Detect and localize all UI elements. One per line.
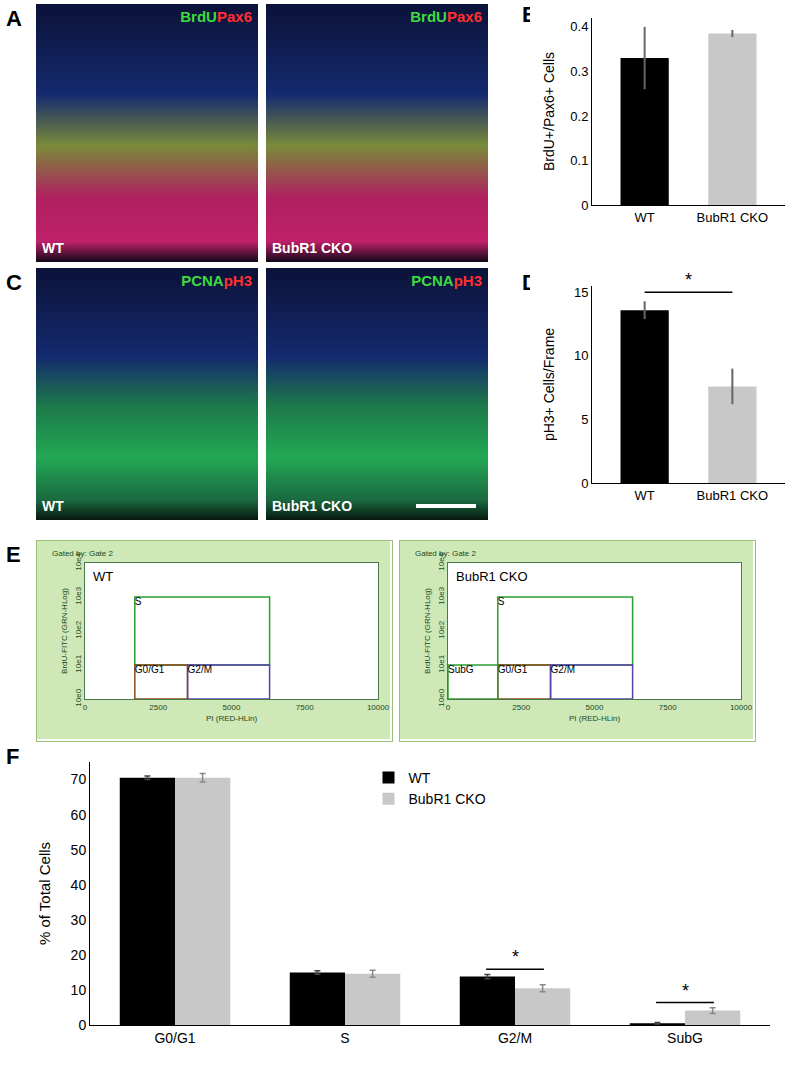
svg-text:15: 15 — [574, 285, 588, 300]
html-text:PCNA pH3: PCNA pH3 — [411, 272, 482, 289]
svg-text:BubR1 CKO: BubR1 CKO — [697, 488, 769, 503]
svg-text:0: 0 — [581, 476, 588, 491]
svg-text:0.4: 0.4 — [570, 19, 588, 34]
svg-text:10e3: 10e3 — [74, 586, 83, 604]
svg-text:WT: WT — [409, 770, 431, 786]
svg-text:10e1: 10e1 — [437, 654, 446, 672]
svg-text:0: 0 — [83, 703, 88, 712]
svg-text:*: * — [682, 981, 689, 1001]
svg-text:WT: WT — [635, 210, 655, 225]
svg-text:5: 5 — [581, 412, 588, 427]
svg-text:10000: 10000 — [730, 703, 753, 712]
svg-text:7500: 7500 — [296, 703, 314, 712]
svg-text:G0/G1: G0/G1 — [498, 664, 528, 675]
svg-text:20: 20 — [71, 947, 87, 963]
svg-text:*: * — [685, 270, 692, 290]
svg-text:50: 50 — [71, 842, 87, 858]
html-text:BrdU Pax6: BrdU Pax6 — [410, 8, 482, 25]
html-text:BubR1 CKO: BubR1 CKO — [272, 498, 353, 514]
svg-text:0: 0 — [78, 1017, 86, 1033]
svg-text:0.1: 0.1 — [570, 153, 588, 168]
svg-text:BrdU-FITC (GRN-HLog): BrdU-FITC (GRN-HLog) — [423, 588, 432, 674]
svg-text:10e4: 10e4 — [437, 552, 446, 570]
svg-text:60: 60 — [71, 807, 87, 823]
svg-text:WT: WT — [635, 488, 655, 503]
svg-text:0: 0 — [581, 198, 588, 213]
svg-text:G0/G1: G0/G1 — [135, 664, 165, 675]
svg-text:S: S — [135, 596, 142, 607]
svg-text:G2/M: G2/M — [551, 664, 575, 675]
svg-text:10: 10 — [574, 348, 588, 363]
html-text:B: B — [522, 2, 538, 27]
svg-text:0.2: 0.2 — [570, 109, 588, 124]
svg-text:SubG: SubG — [448, 664, 474, 675]
html-text:E: E — [6, 542, 21, 567]
svg-text:10e0: 10e0 — [74, 688, 83, 706]
svg-text:10e2: 10e2 — [437, 620, 446, 638]
html-text:A: A — [6, 6, 22, 31]
svg-text:BubR1 CKO: BubR1 CKO — [456, 569, 528, 584]
svg-text:40: 40 — [71, 877, 87, 893]
svg-text:30: 30 — [71, 912, 87, 928]
svg-text:5000: 5000 — [223, 703, 241, 712]
svg-text:10e4: 10e4 — [74, 552, 83, 570]
svg-text:S: S — [340, 1030, 349, 1046]
svg-text:0: 0 — [446, 703, 451, 712]
svg-text:G2/M: G2/M — [498, 1030, 532, 1046]
html-text:PCNA pH3: PCNA pH3 — [181, 272, 252, 289]
svg-text:10e3: 10e3 — [437, 586, 446, 604]
svg-text:5000: 5000 — [586, 703, 604, 712]
svg-text:S: S — [498, 596, 505, 607]
svg-text:BrdU-FITC (GRN-HLog): BrdU-FITC (GRN-HLog) — [60, 588, 69, 674]
html-text:BubR1 CKO: BubR1 CKO — [272, 240, 353, 256]
svg-text:Gated by: Gate 2: Gated by: Gate 2 — [52, 549, 113, 558]
svg-text:2500: 2500 — [512, 703, 530, 712]
svg-text:*: * — [512, 947, 519, 967]
svg-text:10e1: 10e1 — [74, 654, 83, 672]
svg-text:pH3+ Cells/Frame: pH3+ Cells/Frame — [541, 328, 557, 441]
html-text:WT: WT — [42, 240, 64, 256]
svg-text:PI (RED-HLin): PI (RED-HLin) — [206, 714, 257, 723]
svg-text:BubR1 CKO: BubR1 CKO — [409, 791, 486, 807]
svg-text:70: 70 — [71, 771, 87, 787]
svg-text:% of Total Cells: % of Total Cells — [36, 842, 53, 945]
html-text:C: C — [6, 270, 22, 295]
svg-text:Gated by: Gate 2: Gated by: Gate 2 — [415, 549, 476, 558]
svg-text:0.3: 0.3 — [570, 64, 588, 79]
svg-text:10e2: 10e2 — [74, 620, 83, 638]
svg-text:BubR1 CKO: BubR1 CKO — [697, 210, 769, 225]
html-text:WT: WT — [42, 498, 64, 514]
svg-text:10e0: 10e0 — [437, 688, 446, 706]
svg-text:WT: WT — [93, 569, 113, 584]
svg-text:G2/M: G2/M — [188, 664, 212, 675]
html-text:BrdU Pax6: BrdU Pax6 — [180, 8, 252, 25]
html-text:D: D — [522, 270, 538, 295]
svg-text:10000: 10000 — [367, 703, 390, 712]
html-text:F: F — [6, 744, 20, 769]
svg-text:7500: 7500 — [659, 703, 677, 712]
svg-text:BrdU+/Pax6+ Cells: BrdU+/Pax6+ Cells — [541, 52, 557, 171]
svg-text:2500: 2500 — [149, 703, 167, 712]
svg-text:10: 10 — [71, 982, 87, 998]
svg-text:PI (RED-HLin): PI (RED-HLin) — [569, 714, 620, 723]
svg-text:G0/G1: G0/G1 — [154, 1030, 195, 1046]
svg-text:SubG: SubG — [667, 1030, 703, 1046]
